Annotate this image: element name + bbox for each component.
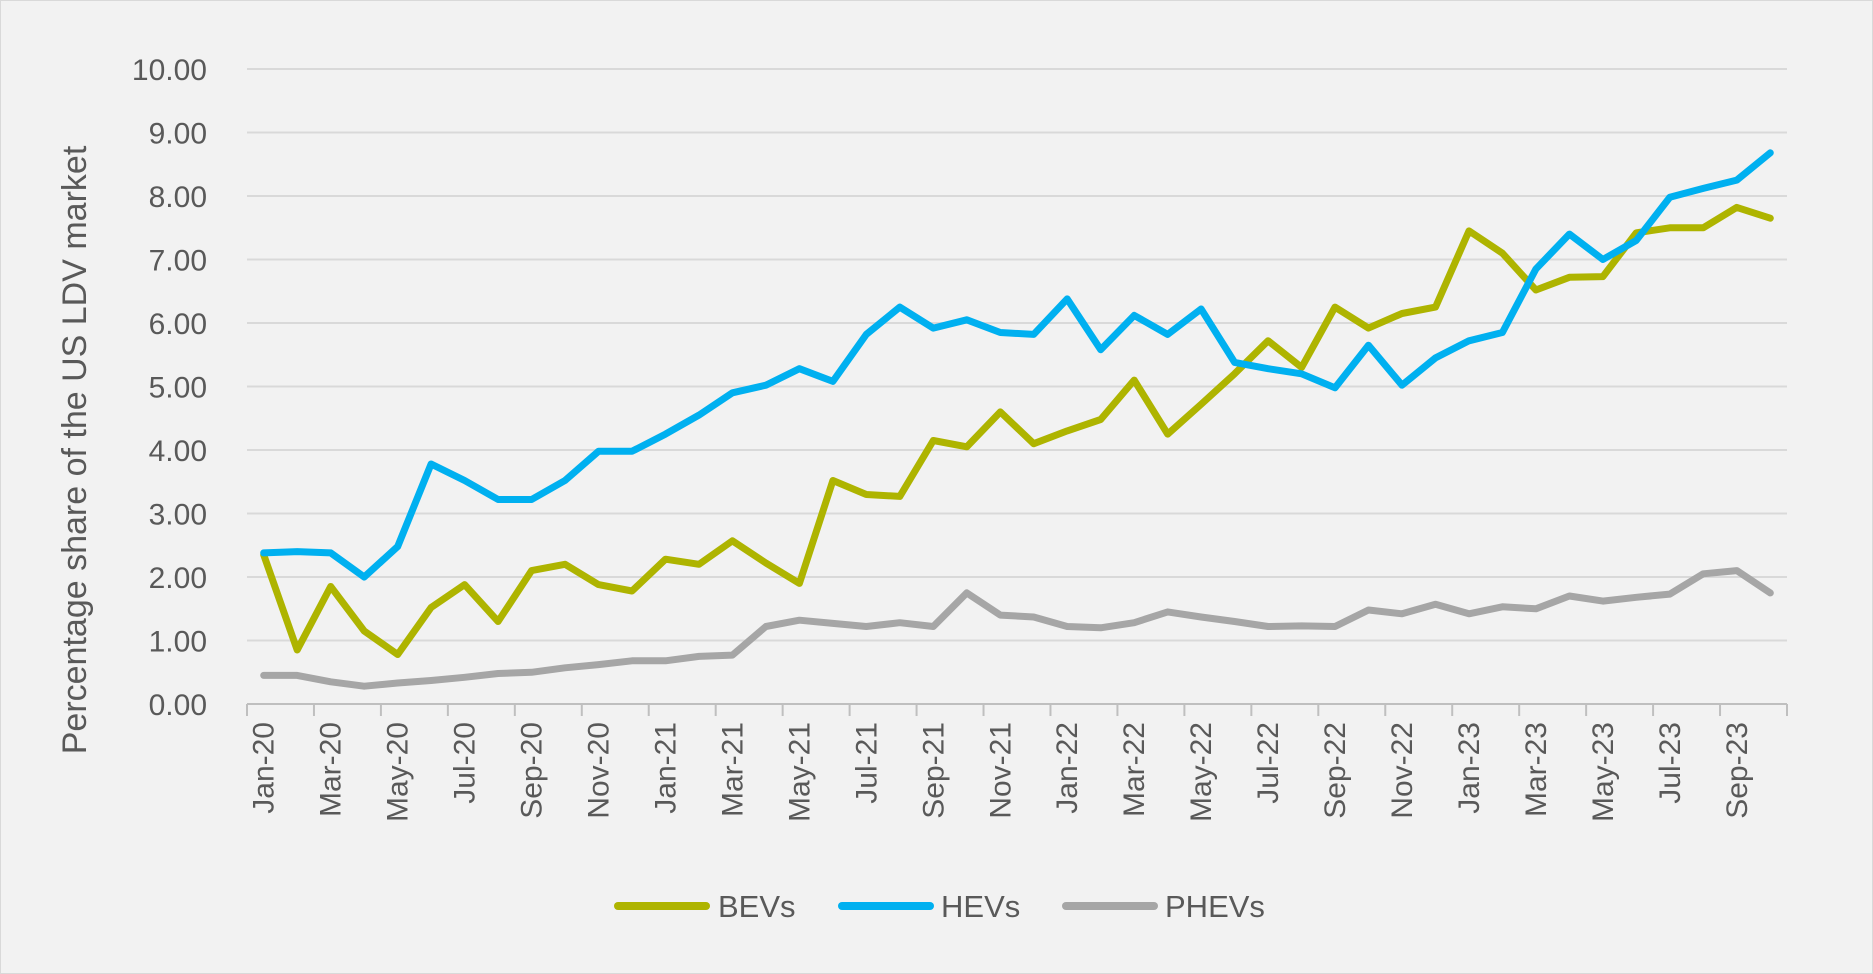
y-tick-label: 0.00: [149, 689, 207, 722]
x-tick-label: Sep-23: [1721, 722, 1754, 819]
y-axis-ticks: 0.00 1.00 2.00 3.00 4.00 5.00 6.00 7.00 8.00 9.00…: [132, 54, 207, 722]
x-axis-ticks: Jan-20 Mar-20 May-20 Jul-20 Sep-20 Nov-20 Jan-…: [248, 722, 1754, 822]
x-tick-label: Mar-21: [716, 722, 749, 817]
x-tick-label: Mar-22: [1118, 722, 1151, 817]
x-tick-label: May-22: [1185, 722, 1218, 822]
x-tick-label: Jan-23: [1453, 722, 1486, 814]
y-tick-label: 9.00: [149, 118, 207, 151]
y-tick-label: 10.00: [132, 54, 207, 87]
x-tick-label: Jan-20: [248, 722, 281, 814]
x-tick-label: Nov-20: [583, 722, 616, 819]
x-tick-label: Nov-22: [1386, 722, 1419, 819]
y-tick-label: 3.00: [149, 499, 207, 532]
x-tick-label: Sep-20: [516, 722, 549, 819]
x-tick-label: May-23: [1587, 722, 1620, 822]
x-tick-label: Nov-21: [984, 722, 1017, 819]
x-tick-label: May-20: [382, 722, 415, 822]
y-axis-title: Percentage share of the US LDV market: [56, 145, 94, 754]
gridlines: [247, 68, 1787, 642]
x-tick-label: Sep-21: [917, 722, 950, 819]
x-axis: [246, 703, 1788, 716]
x-tick-label: May-21: [783, 722, 816, 822]
x-tick-label: Mar-23: [1520, 722, 1553, 817]
series-lines: [260, 149, 1774, 690]
y-tick-label: 1.00: [149, 626, 207, 659]
series-line-hevs: [260, 149, 1774, 581]
y-tick-label: 5.00: [149, 372, 207, 405]
x-tick-label: Jul-22: [1252, 722, 1285, 804]
x-tick-label: Jul-20: [449, 722, 482, 804]
x-tick-label: Sep-22: [1319, 722, 1352, 819]
x-tick-label: Jul-23: [1654, 722, 1687, 804]
series-line-bevs: [260, 203, 1774, 658]
x-tick-label: Jul-21: [850, 722, 883, 804]
legend-label-hevs: HEVs: [941, 889, 1020, 924]
y-tick-label: 4.00: [149, 435, 207, 468]
legend-label-bevs: BEVs: [718, 889, 796, 924]
x-tick-label: Mar-20: [315, 722, 348, 817]
legend: BEVs HEVs PHEVs: [614, 889, 1265, 924]
y-tick-label: 6.00: [149, 308, 207, 341]
series-line-phevs: [260, 567, 1774, 690]
x-tick-label: Jan-22: [1051, 722, 1084, 814]
y-tick-label: 2.00: [149, 562, 207, 595]
x-tick-label: Jan-21: [649, 722, 682, 814]
legend-label-phevs: PHEVs: [1165, 889, 1265, 924]
y-tick-label: 8.00: [149, 181, 207, 214]
y-tick-label: 7.00: [149, 245, 207, 278]
